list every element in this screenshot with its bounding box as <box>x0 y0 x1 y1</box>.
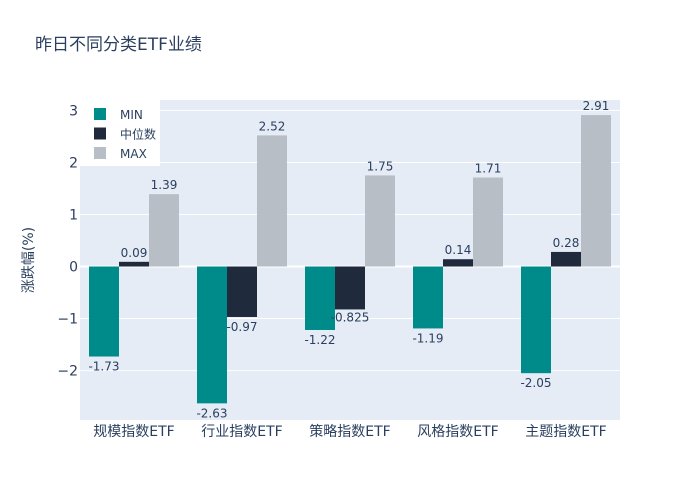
data-label: 0.14 <box>445 243 472 257</box>
x-tick-label: 主题指数ETF <box>525 424 606 440</box>
data-labels: -1.73 0.09 1.39 -2.63 -0.97 2.52 -1.22 -0.825 1.… <box>88 99 609 420</box>
bar <box>413 266 443 329</box>
bar <box>551 251 581 267</box>
y-tick-label: −2 <box>57 364 78 380</box>
data-label: 1.71 <box>475 162 502 176</box>
data-label: 0.09 <box>121 246 148 260</box>
bar <box>89 266 119 357</box>
y-tick-label: 2 <box>69 155 78 171</box>
bar <box>227 266 257 317</box>
bar <box>197 266 227 404</box>
y-tick-label: −1 <box>57 312 78 328</box>
legend[interactable]: MIN 中位数 MAX <box>80 100 160 166</box>
data-label: 2.91 <box>583 99 610 113</box>
data-label: 0.28 <box>553 236 580 250</box>
bar <box>335 266 365 310</box>
legend-box <box>80 100 160 166</box>
y-axis-title: 涨跌幅(%) <box>21 227 37 293</box>
y-tick-label: 0 <box>69 260 78 276</box>
x-tick-label: 风格指数ETF <box>417 424 498 440</box>
legend-swatch <box>94 108 106 120</box>
bar <box>305 266 335 330</box>
bar <box>119 261 149 267</box>
bar <box>443 259 473 267</box>
bar <box>365 175 395 267</box>
x-tick-label: 行业指数ETF <box>201 424 282 440</box>
data-label: -2.63 <box>196 406 227 420</box>
data-label: -1.22 <box>304 333 335 347</box>
bar <box>149 194 179 267</box>
data-label: -2.05 <box>520 376 551 390</box>
bar <box>521 266 551 374</box>
bar <box>473 177 503 267</box>
bar <box>581 115 611 267</box>
legend-swatch <box>94 147 106 159</box>
data-label: -0.97 <box>226 320 257 334</box>
legend-label: MIN <box>120 108 143 122</box>
bar <box>257 135 287 267</box>
legend-swatch <box>94 127 106 140</box>
chart-title: 昨日不同分类ETF业绩 <box>35 35 202 55</box>
data-label: 1.75 <box>367 159 394 173</box>
y-axis: −2 −1 0 1 2 3 <box>57 103 78 379</box>
legend-label: MAX <box>120 147 147 161</box>
x-tick-label: 规模指数ETF <box>93 424 174 440</box>
data-label: -1.73 <box>88 360 119 374</box>
bars <box>89 115 611 404</box>
y-tick-label: 3 <box>69 103 78 119</box>
x-tick-label: 策略指数ETF <box>309 423 390 440</box>
y-tick-label: 1 <box>69 207 78 223</box>
legend-label: 中位数 <box>120 127 156 142</box>
x-axis: 规模指数ETF 行业指数ETF 策略指数ETF 风格指数ETF 主题指数ETF <box>93 423 606 440</box>
data-label: -1.19 <box>412 331 443 345</box>
data-label: 1.39 <box>151 178 178 192</box>
data-label: -0.825 <box>331 310 370 324</box>
data-label: 2.52 <box>259 119 286 133</box>
